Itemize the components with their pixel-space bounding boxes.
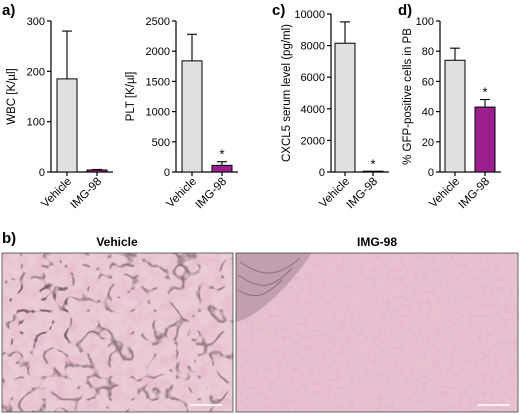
category-label-1: IMG-98 [345, 176, 381, 212]
category-label-0: Vehicle [39, 176, 74, 211]
y-tick-label: 0 [39, 167, 45, 179]
y-tick-label: 20 [422, 137, 434, 149]
plt-bar-chart: 0 500 1000 1500 2000 2500 PLT [K/µl] Vehicle * IM… [125, 16, 238, 211]
y-tick-label: 40 [422, 107, 434, 119]
y-axis-title: PLT [K/µl] [125, 72, 137, 122]
y-tick-label: 0 [428, 167, 434, 179]
micrograph-img98 [236, 253, 518, 412]
y-axis-title: WBC [K/µl] [6, 68, 18, 124]
y-tick-label: 10000 [294, 9, 325, 21]
panel-letter-a: a) [2, 2, 15, 19]
micrograph-vehicle [2, 253, 233, 412]
y-tick-label: 6000 [301, 72, 325, 84]
y-tick-label: 2500 [146, 16, 170, 28]
y-tick-label: 8000 [301, 41, 325, 53]
y-tick-label: 80 [422, 46, 434, 58]
category-label-0: Vehicle [164, 176, 199, 211]
micrograph-title-vehicle: Vehicle [96, 235, 138, 249]
significance-star-1: * [370, 157, 375, 172]
y-axis-title: % GFP-positive cells in PB [402, 28, 414, 165]
y-tick-label: 100 [416, 16, 434, 28]
significance-star-1: * [219, 147, 224, 162]
y-tick-label: 4000 [301, 104, 325, 116]
y-tick-label: 0 [164, 167, 170, 179]
panel-letter-b: b) [2, 230, 16, 247]
y-tick-label: 0 [319, 167, 325, 179]
panel-letter-d: d) [398, 2, 412, 19]
category-label-0: Vehicle [427, 176, 462, 211]
y-tick-label: 1500 [146, 76, 170, 88]
y-tick-label: 100 [27, 117, 45, 129]
bar-0 [334, 42, 356, 173]
y-tick-label: 2000 [301, 135, 325, 147]
y-tick-label: 200 [27, 66, 45, 78]
category-label-1: IMG-98 [69, 176, 105, 212]
micrograph-title-img98: IMG-98 [357, 235, 397, 249]
y-axis-title: CXCL5 serum level (pg/ml) [281, 24, 293, 162]
y-tick-label: 300 [27, 16, 45, 28]
micrograph-vehicle-border [1, 252, 234, 413]
bar-1 [86, 169, 108, 173]
micrograph-img98-bone-lines [237, 257, 301, 297]
bar-0 [444, 59, 466, 173]
micrograph-img98-border [235, 252, 519, 413]
bar-1 [211, 164, 233, 173]
y-tick-label: 500 [152, 137, 170, 149]
micrograph-vehicle-dense-fibers [8, 285, 68, 345]
panel-letter-c: c) [272, 2, 285, 19]
category-label-1: IMG-98 [194, 176, 230, 212]
y-tick-label: 1000 [146, 107, 170, 119]
category-label-1: IMG-98 [457, 176, 493, 212]
significance-star-1: * [482, 85, 487, 100]
y-tick-label: 2000 [146, 46, 170, 58]
gfp-bar-chart: 0 20 40 60 80 100% GFP-positive cells in PB Ve… [402, 16, 501, 211]
bar-0 [56, 78, 78, 173]
bar-1 [474, 106, 496, 173]
bar-0 [181, 60, 203, 173]
y-tick-label: 60 [422, 76, 434, 88]
